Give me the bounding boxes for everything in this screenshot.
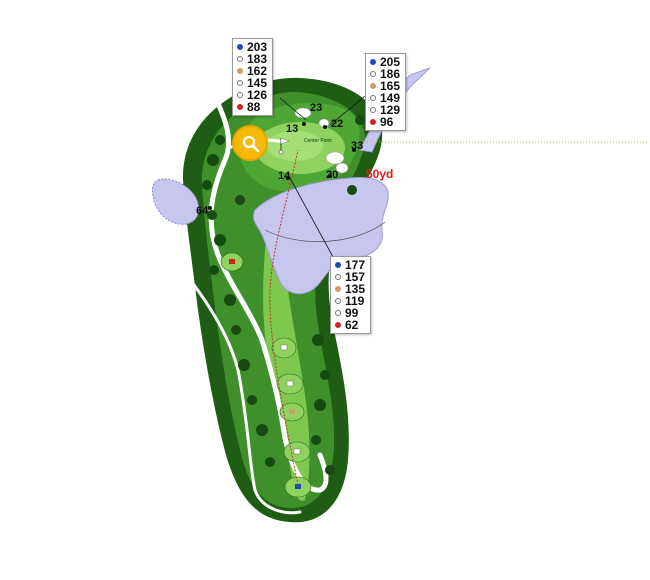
yardage-row: 129 <box>370 104 400 116</box>
yardage-box-top-right: 205 186 165 149 129 96 <box>365 53 407 131</box>
magnifier-icon[interactable] <box>232 125 268 161</box>
yardage-value: 129 <box>380 103 401 117</box>
measure-dots <box>208 122 356 210</box>
shot-line <box>269 149 299 486</box>
yardage-row: 203 <box>237 41 267 53</box>
distance-label: 13 <box>286 123 299 135</box>
yardage-value: 165 <box>380 79 401 93</box>
yardage-row: 183 <box>237 53 267 65</box>
tee-color-dot-icon <box>370 107 376 113</box>
bunker <box>335 162 349 174</box>
yardage-value: 126 <box>247 88 268 102</box>
tee-color-dot-icon <box>335 274 341 280</box>
yardage-value: 186 <box>380 67 401 81</box>
yardage-value: 183 <box>247 52 268 66</box>
yardage-value: 162 <box>247 64 268 78</box>
tee-color-dot-icon <box>335 322 341 328</box>
yardage-row: 145 <box>237 77 267 89</box>
distance-label: 33 <box>351 140 364 152</box>
bunker <box>294 107 312 119</box>
yardage-row: 135 <box>335 283 365 295</box>
yardage-row: 62 <box>335 319 365 331</box>
yardage-value: 96 <box>380 115 394 129</box>
yardage-row: 165 <box>370 80 400 92</box>
yardage-box-top-left: 203 183 162 145 126 88 <box>232 38 274 116</box>
tee-color-dot-icon <box>335 286 341 292</box>
tee-color-dot-icon <box>335 310 341 316</box>
distance-label: 64 <box>196 205 209 217</box>
yardage-value: 157 <box>345 270 366 284</box>
yardage-value: 149 <box>380 91 401 105</box>
distance-label: 22 <box>331 118 344 130</box>
yardage-row: 96 <box>370 116 400 128</box>
tee-color-dot-icon <box>237 80 243 86</box>
tee-color-dot-icon <box>370 71 376 77</box>
center-point-label: Center Point <box>304 138 332 144</box>
tee-color-dot-icon <box>370 59 376 65</box>
yardage-value: 145 <box>247 76 268 90</box>
yardage-row: 99 <box>335 307 365 319</box>
yardage-value: 135 <box>345 282 366 296</box>
tee-color-dot-icon <box>370 95 376 101</box>
distance-label: 23 <box>310 102 323 114</box>
flag-icon <box>278 137 290 155</box>
yardage-value: 205 <box>380 55 401 69</box>
tee-color-dot-icon <box>237 44 243 50</box>
water-pond-left <box>151 178 200 225</box>
yardage-row: 149 <box>370 92 400 104</box>
yardage-row: 126 <box>237 89 267 101</box>
cart-path-outer <box>168 253 302 515</box>
tee-color-dot-icon <box>370 119 376 125</box>
leader-lines <box>279 91 371 258</box>
bunker <box>325 151 345 165</box>
distance-arc <box>264 221 386 242</box>
yardage-value: 88 <box>247 100 261 114</box>
tee-color-dot-icon <box>237 92 243 98</box>
yardage-row: 177 <box>335 259 365 271</box>
yardage-row: 205 <box>370 56 400 68</box>
tee-color-dot-icon <box>335 298 341 304</box>
cart-path <box>205 77 329 493</box>
trees <box>202 105 365 475</box>
fairway <box>263 231 310 501</box>
tee-color-dot-icon <box>335 262 341 268</box>
yardage-row: 186 <box>370 68 400 80</box>
green-inner <box>267 131 323 161</box>
tee-color-dot-icon <box>370 83 376 89</box>
yardage-marker-label: 50yd <box>366 167 394 181</box>
yardage-row: 88 <box>237 101 267 113</box>
tee-color-dot-icon <box>237 104 243 110</box>
yardage-value: 119 <box>345 294 365 308</box>
tee-color-dot-icon <box>237 68 243 74</box>
yardage-box-middle: 177 157 135 119 99 62 <box>330 256 372 334</box>
yardage-row: 157 <box>335 271 365 283</box>
yardage-value: 99 <box>345 306 359 320</box>
distance-label: 14 <box>278 170 291 182</box>
tee-boxes <box>220 252 312 498</box>
yardage-row: 119 <box>335 295 365 307</box>
yardage-row: 162 <box>237 65 267 77</box>
yardage-value: 62 <box>345 318 359 332</box>
yardage-value: 203 <box>247 40 268 54</box>
tee-color-dot-icon <box>237 56 243 62</box>
distance-label: 20 <box>326 169 339 181</box>
yardage-value: 177 <box>345 258 366 272</box>
